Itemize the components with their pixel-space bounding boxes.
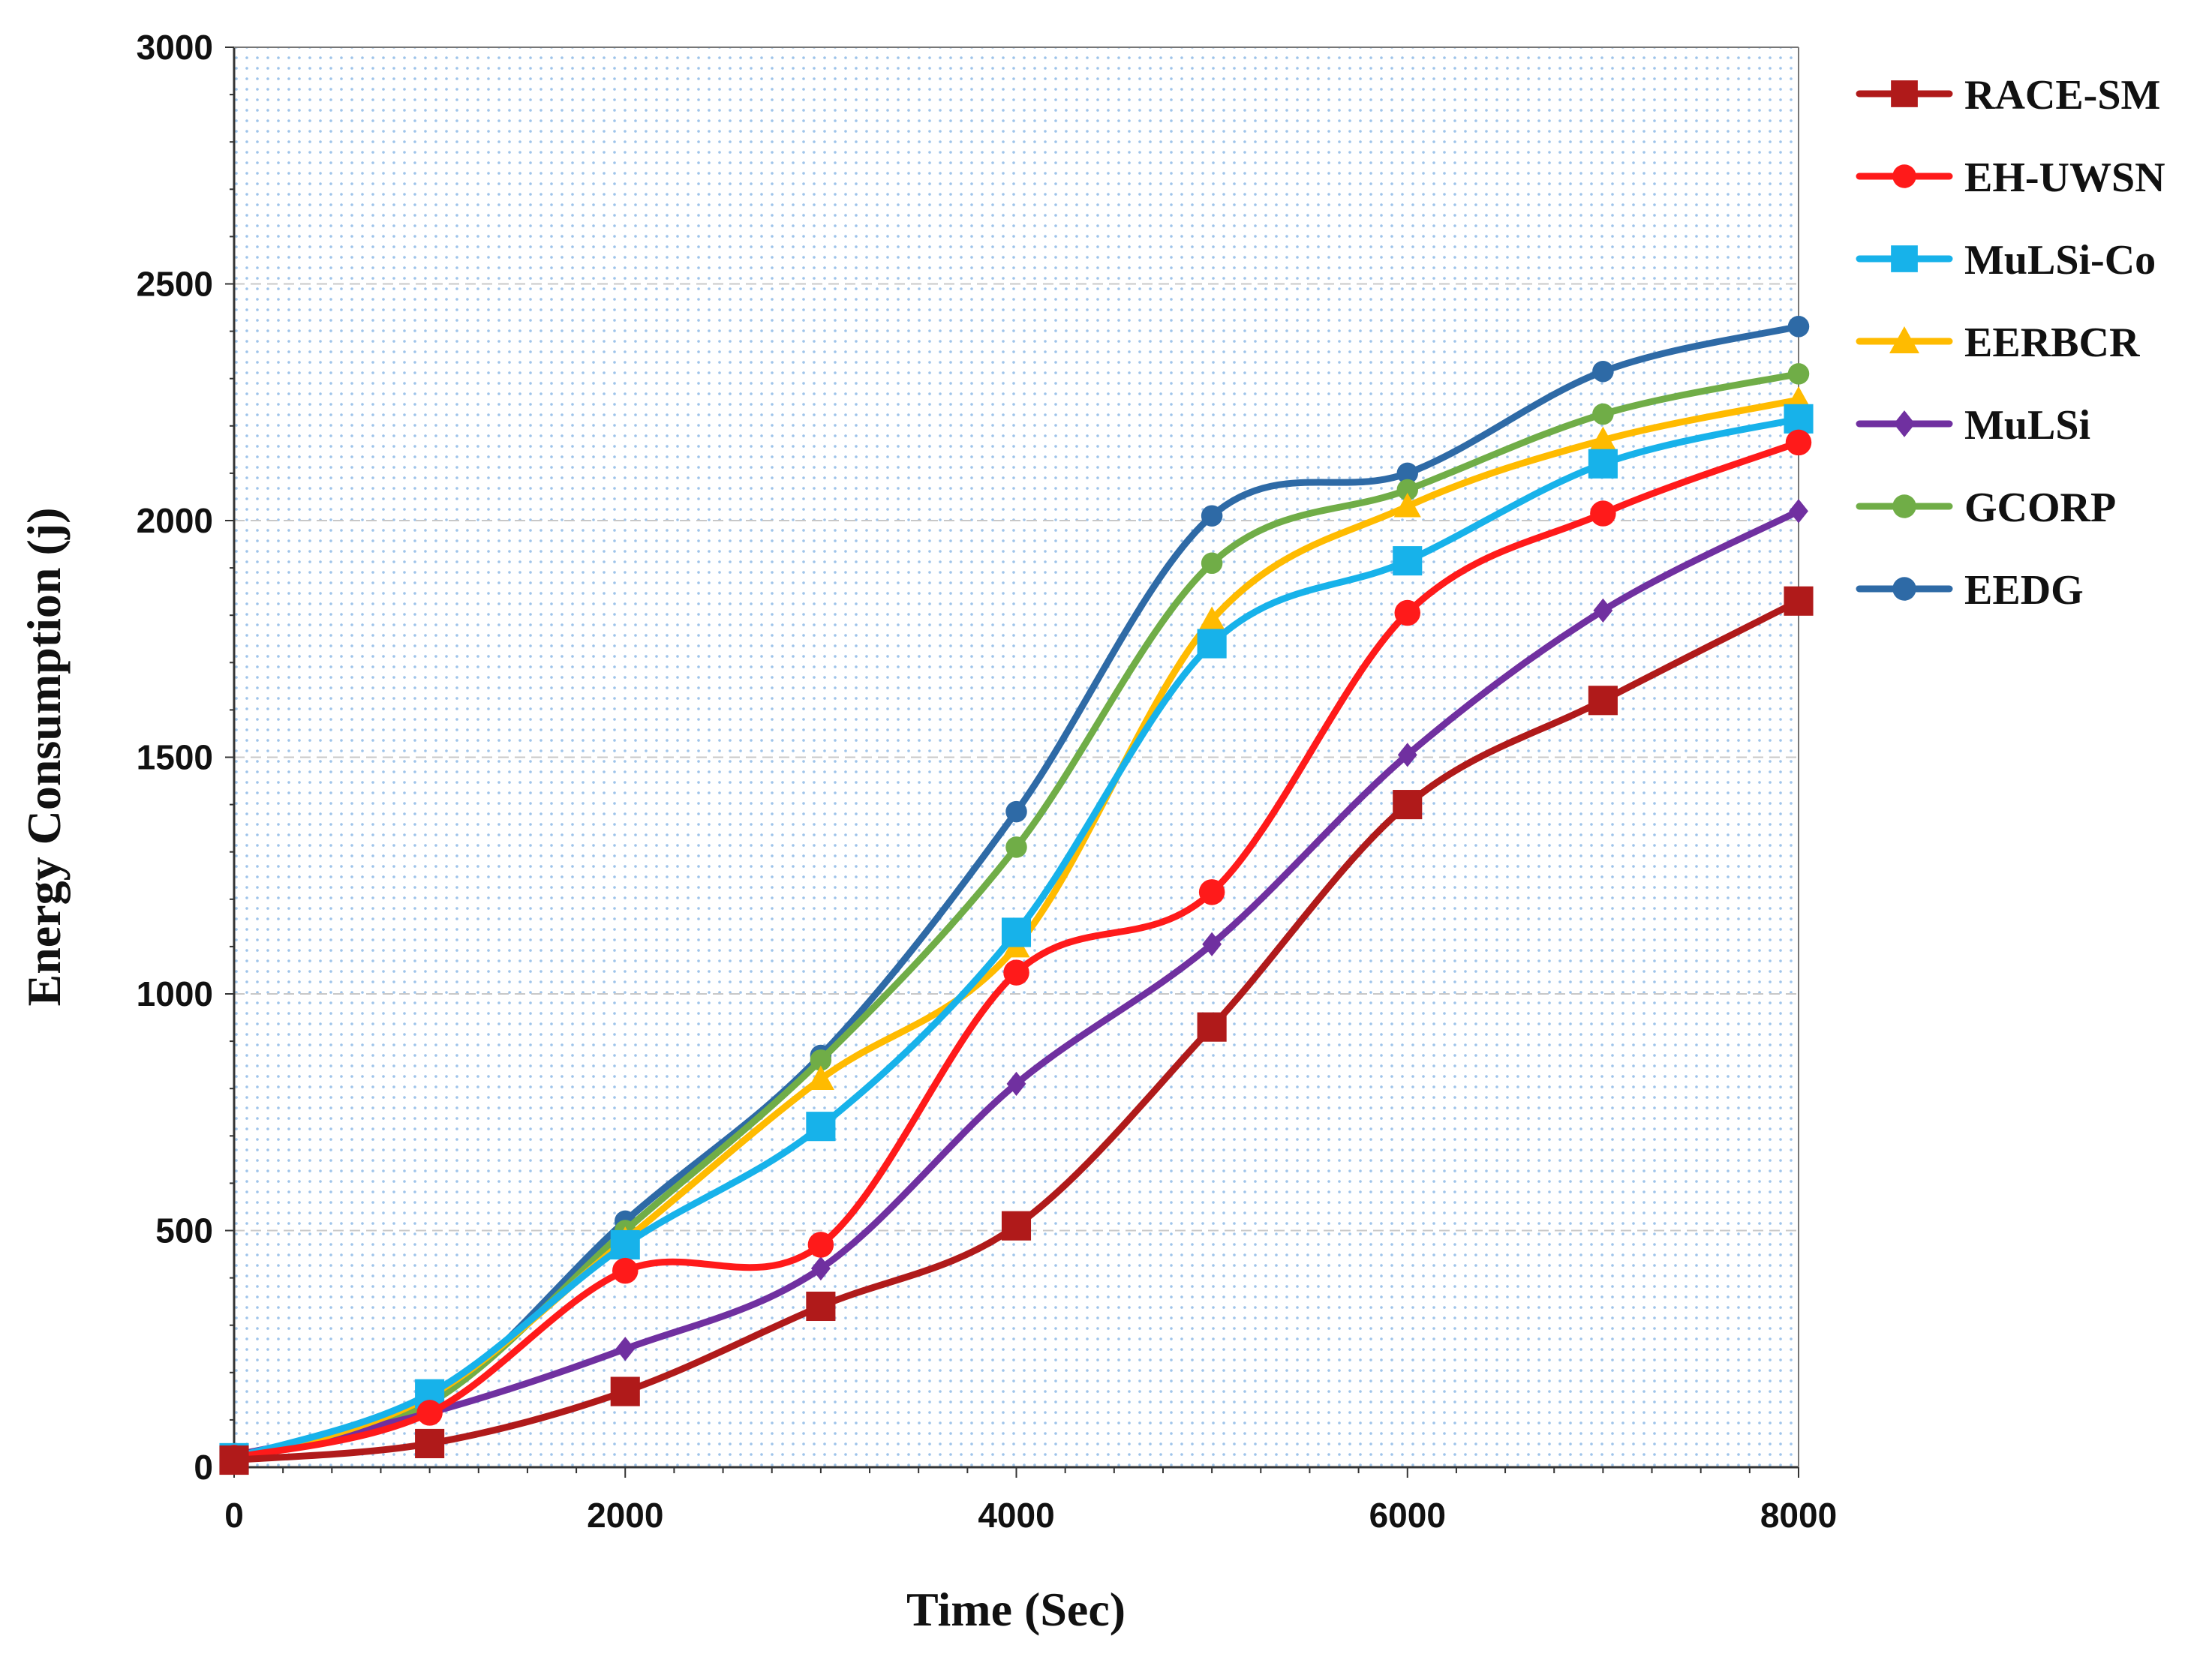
data-point-gcorp — [1787, 363, 1810, 385]
x-axis-title: Time (Sec) — [906, 1583, 1126, 1636]
y-tick-label: 0 — [194, 1448, 213, 1487]
data-point-race-sm — [806, 1291, 836, 1322]
legend-label: EH-UWSN — [1964, 155, 2165, 201]
data-point-gcorp — [1005, 836, 1027, 858]
data-point-eedg — [1592, 360, 1614, 383]
data-point-mulsi — [1006, 1071, 1026, 1097]
legend-label: EERBCR — [1964, 320, 2140, 366]
data-point-mulsi-co — [1197, 629, 1227, 659]
data-point-mulsi — [1397, 743, 1417, 767]
legend-marker — [1893, 410, 1916, 437]
legend-marker — [1892, 494, 1916, 518]
series-layer — [219, 316, 1814, 1475]
data-point-gcorp — [1201, 552, 1223, 575]
legend-item-gcorp: GCORP — [1856, 485, 2116, 531]
data-point-race-sm — [219, 1445, 249, 1475]
data-point-eedg — [1787, 316, 1810, 338]
y-tick-label: 1000 — [137, 974, 213, 1013]
data-point-eh-uwsn — [1198, 879, 1225, 905]
data-point-race-sm — [1784, 586, 1814, 616]
data-point-eerbcr — [807, 1065, 834, 1091]
data-point-gcorp — [1396, 479, 1418, 501]
data-point-race-sm — [415, 1428, 445, 1458]
data-point-eh-uwsn — [807, 1232, 834, 1258]
data-point-eh-uwsn — [1394, 599, 1420, 626]
legend-label: EEDG — [1964, 567, 2084, 614]
data-point-eedg — [1396, 462, 1418, 485]
data-point-mulsi-co — [806, 1112, 836, 1142]
series-line-mulsi — [230, 507, 1802, 1459]
series-mulsi — [224, 499, 1808, 1468]
legend-item-eerbcr: EERBCR — [1856, 320, 2140, 366]
data-point-gcorp — [1592, 403, 1614, 425]
data-point-eh-uwsn — [416, 1400, 443, 1426]
legend-item-race-sm: RACE-SM — [1856, 72, 2160, 119]
legend: RACE-SM EH-UWSN MuLSi-Co EERBCR MuLSi GCORP EE… — [1856, 72, 2165, 614]
y-axis-title: Energy Consumption (j) — [17, 508, 71, 1007]
legend-item-eedg: EEDG — [1856, 567, 2084, 614]
data-point-eh-uwsn — [1590, 500, 1616, 527]
data-point-mulsi-co — [1588, 449, 1618, 479]
data-point-mulsi-co — [1393, 546, 1423, 576]
legend-marker — [1892, 164, 1916, 188]
data-point-mulsi — [810, 1256, 831, 1281]
legend-marker — [1891, 245, 1918, 272]
data-point-mulsi-co — [1001, 917, 1032, 947]
y-tick-label: 2500 — [137, 265, 213, 304]
data-point-race-sm — [610, 1376, 640, 1406]
data-point-race-sm — [1588, 686, 1618, 716]
series-eh-uwsn — [221, 429, 1812, 1471]
data-point-mulsi — [615, 1337, 636, 1361]
x-tick-label: 4000 — [978, 1496, 1054, 1535]
data-point-mulsi — [1202, 932, 1222, 956]
data-point-mulsi-co — [610, 1229, 640, 1259]
data-point-mulsi — [1789, 499, 1808, 524]
data-point-race-sm — [1393, 790, 1423, 820]
data-point-eh-uwsn — [612, 1257, 639, 1284]
x-tick-label: 8000 — [1760, 1496, 1837, 1535]
data-point-eerbcr — [1198, 606, 1226, 631]
y-axis-ticks: 0 500 1000 1500 2000 2500 3000 — [137, 28, 234, 1487]
legend-marker — [1891, 80, 1918, 107]
y-tick-label: 3000 — [137, 28, 213, 67]
legend-item-mulsi: MuLSi — [1856, 402, 2090, 449]
y-tick-label: 2000 — [137, 501, 213, 540]
series-line-race-sm — [230, 597, 1802, 1464]
legend-item-mulsi-co: MuLSi-Co — [1856, 237, 2156, 284]
y-tick-label: 1500 — [137, 738, 213, 777]
data-point-eh-uwsn — [1785, 429, 1812, 456]
data-point-race-sm — [1197, 1012, 1227, 1042]
legend-label: MuLSi-Co — [1964, 237, 2156, 284]
data-point-mulsi-co — [1784, 404, 1814, 434]
legend-label: GCORP — [1964, 485, 2116, 531]
x-tick-label: 0 — [224, 1496, 244, 1535]
data-point-eh-uwsn — [1003, 959, 1029, 986]
data-point-gcorp — [810, 1049, 832, 1071]
data-point-eerbcr — [1589, 426, 1617, 452]
x-tick-label: 2000 — [587, 1496, 663, 1535]
y-tick-label: 500 — [155, 1211, 213, 1250]
x-tick-label: 6000 — [1369, 1496, 1446, 1535]
series-mulsi-co — [219, 404, 1814, 1472]
legend-marker — [1889, 326, 1919, 353]
legend-label: MuLSi — [1964, 402, 2090, 449]
data-point-eerbcr — [1393, 493, 1421, 518]
data-point-race-sm — [1001, 1211, 1032, 1241]
data-point-eedg — [1201, 505, 1223, 527]
x-axis-ticks: 0 2000 4000 6000 8000 — [224, 1467, 1837, 1535]
data-point-eedg — [1005, 800, 1027, 823]
legend-item-eh-uwsn: EH-UWSN — [1856, 155, 2165, 201]
legend-label: RACE-SM — [1964, 72, 2160, 119]
data-point-mulsi — [1593, 598, 1613, 623]
legend-marker — [1892, 577, 1916, 601]
series-race-sm — [219, 586, 1814, 1475]
